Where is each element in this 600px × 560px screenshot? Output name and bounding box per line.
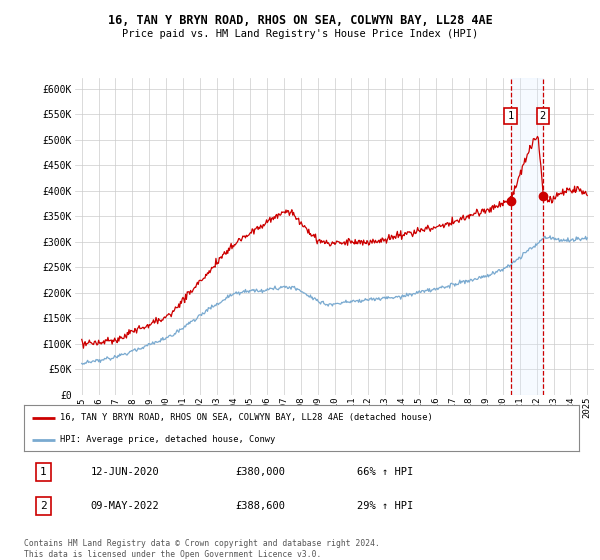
Text: 16, TAN Y BRYN ROAD, RHOS ON SEA, COLWYN BAY, LL28 4AE: 16, TAN Y BRYN ROAD, RHOS ON SEA, COLWYN… (107, 14, 493, 27)
Bar (511, 78, 543, 395)
Text: HPI: Average price, detached house, Conwy: HPI: Average price, detached house, Conw… (60, 435, 275, 444)
Text: £388,600: £388,600 (235, 501, 285, 511)
Text: 16, TAN Y BRYN ROAD, RHOS ON SEA, COLWYN BAY, LL28 4AE (detached house): 16, TAN Y BRYN ROAD, RHOS ON SEA, COLWYN… (60, 413, 433, 422)
Text: 2: 2 (539, 111, 546, 122)
Text: 1: 1 (40, 467, 47, 477)
Text: 2: 2 (40, 501, 47, 511)
Text: £380,000: £380,000 (235, 467, 285, 477)
Text: Contains HM Land Registry data © Crown copyright and database right 2024.
This d: Contains HM Land Registry data © Crown c… (24, 539, 380, 559)
Text: 66% ↑ HPI: 66% ↑ HPI (357, 467, 413, 477)
Text: 29% ↑ HPI: 29% ↑ HPI (357, 501, 413, 511)
Text: 09-MAY-2022: 09-MAY-2022 (91, 501, 160, 511)
Text: 1: 1 (508, 111, 514, 122)
Text: Price paid vs. HM Land Registry's House Price Index (HPI): Price paid vs. HM Land Registry's House … (122, 29, 478, 39)
Text: 12-JUN-2020: 12-JUN-2020 (91, 467, 160, 477)
